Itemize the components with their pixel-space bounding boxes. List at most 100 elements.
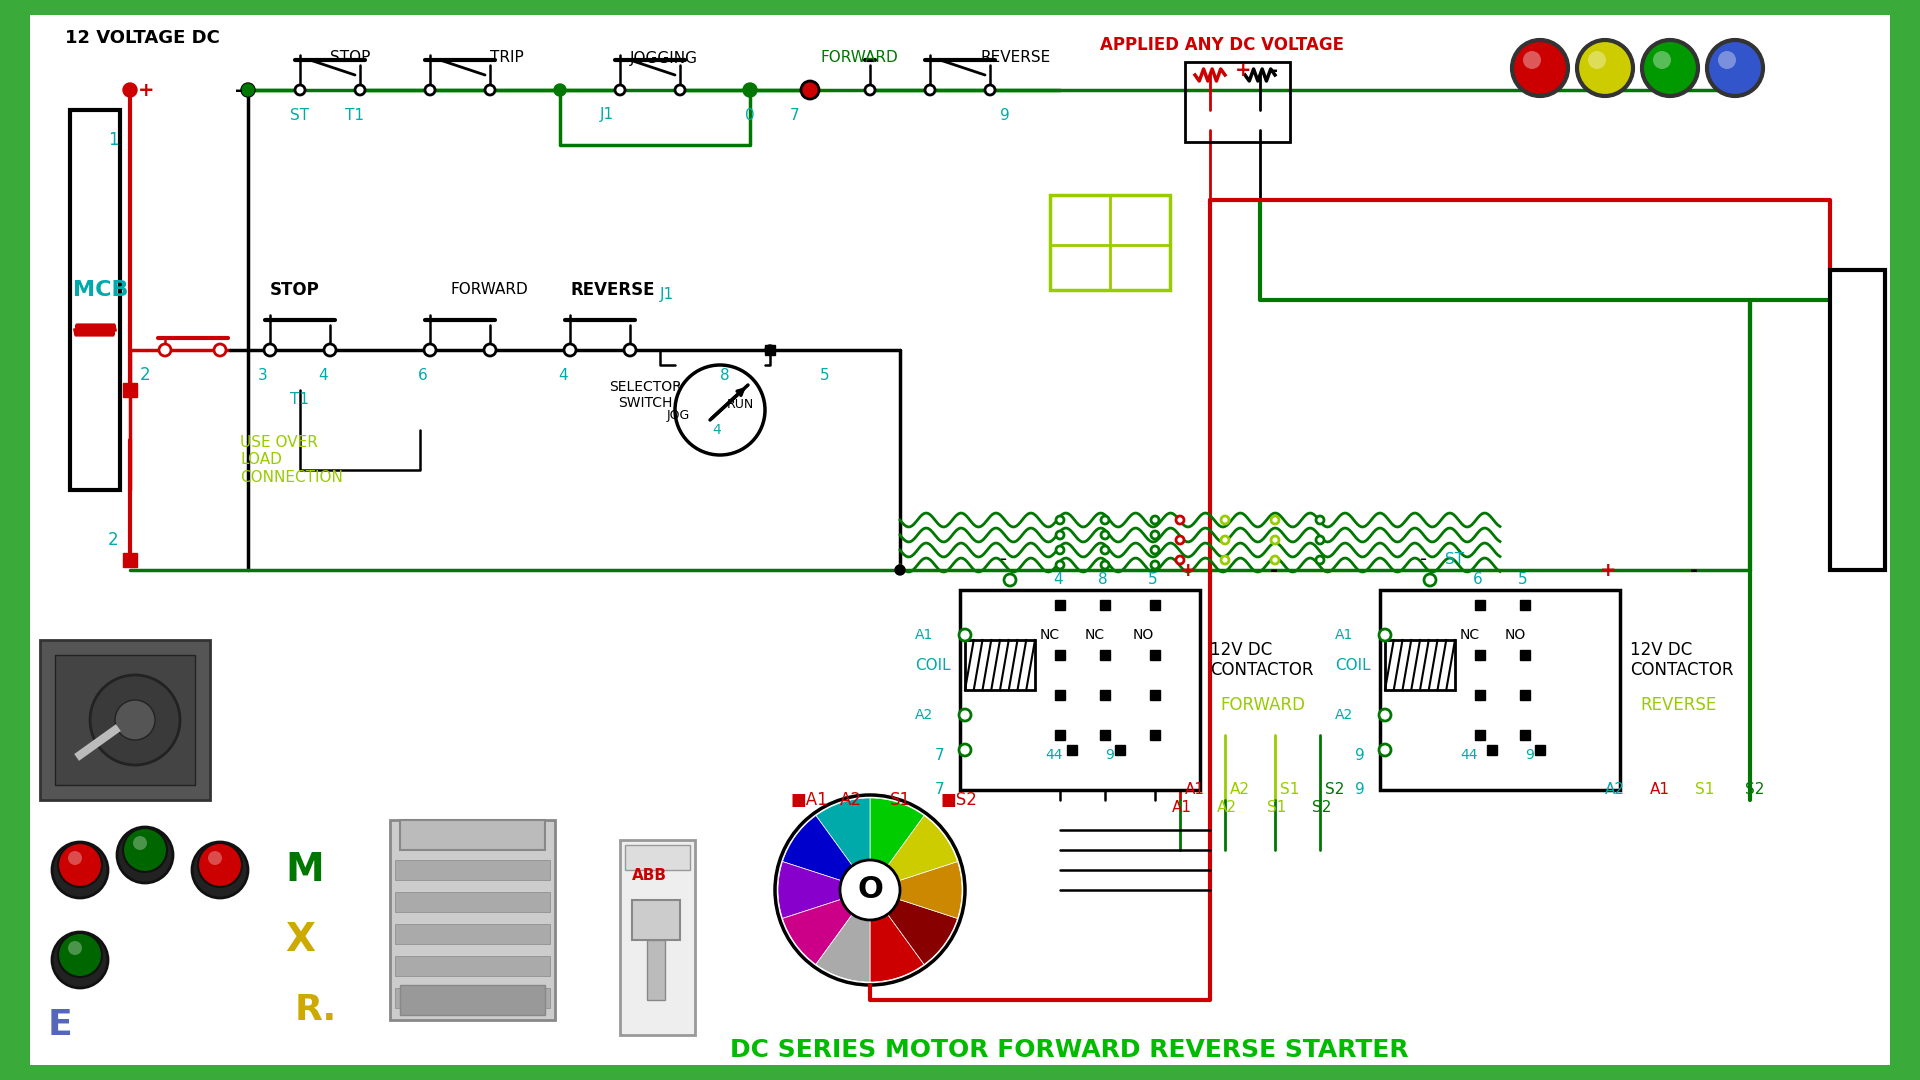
Text: X: X bbox=[284, 921, 315, 959]
Text: -: - bbox=[1000, 551, 1008, 569]
Circle shape bbox=[296, 85, 305, 95]
Bar bbox=[1521, 730, 1530, 740]
Circle shape bbox=[1056, 516, 1064, 524]
Circle shape bbox=[1175, 516, 1185, 524]
Text: 3: 3 bbox=[257, 367, 267, 382]
Bar bbox=[1150, 690, 1160, 700]
Text: A1: A1 bbox=[1171, 800, 1192, 815]
Text: +: + bbox=[1235, 60, 1252, 80]
Circle shape bbox=[1150, 561, 1160, 569]
Bar bbox=[1100, 600, 1110, 610]
Circle shape bbox=[58, 843, 102, 887]
Bar bbox=[123, 383, 136, 397]
Text: ■S2: ■S2 bbox=[941, 791, 977, 809]
Circle shape bbox=[1056, 546, 1064, 554]
Circle shape bbox=[1175, 536, 1185, 544]
Text: 12 VOLTAGE DC: 12 VOLTAGE DC bbox=[65, 29, 221, 48]
Text: FORWARD: FORWARD bbox=[449, 283, 528, 297]
Circle shape bbox=[1315, 536, 1325, 544]
Circle shape bbox=[1513, 40, 1569, 96]
Text: MCB: MCB bbox=[73, 280, 129, 300]
Circle shape bbox=[1379, 744, 1390, 756]
Bar bbox=[1150, 730, 1160, 740]
Bar bbox=[1054, 690, 1066, 700]
Circle shape bbox=[265, 345, 276, 356]
Bar bbox=[399, 985, 545, 1015]
Text: 1: 1 bbox=[108, 131, 119, 149]
Wedge shape bbox=[870, 890, 958, 964]
Circle shape bbox=[484, 345, 495, 356]
Text: S2: S2 bbox=[1311, 800, 1331, 815]
Text: A2: A2 bbox=[841, 791, 862, 809]
Bar bbox=[966, 640, 1035, 690]
Circle shape bbox=[866, 85, 876, 95]
Text: -: - bbox=[1269, 561, 1279, 580]
Text: USE OVER
LOAD
CONNECTION: USE OVER LOAD CONNECTION bbox=[240, 435, 344, 485]
Circle shape bbox=[52, 932, 108, 988]
Wedge shape bbox=[816, 890, 870, 982]
Text: 8: 8 bbox=[1098, 572, 1108, 588]
Wedge shape bbox=[816, 798, 870, 890]
Bar bbox=[1150, 600, 1160, 610]
Bar bbox=[390, 820, 555, 1020]
Text: 4: 4 bbox=[712, 423, 722, 437]
Text: T1: T1 bbox=[346, 108, 365, 122]
Circle shape bbox=[1707, 40, 1763, 96]
Bar bbox=[1486, 745, 1498, 755]
Circle shape bbox=[1379, 629, 1390, 642]
Circle shape bbox=[958, 629, 972, 642]
Bar bbox=[1100, 730, 1110, 740]
Text: A1: A1 bbox=[1334, 627, 1354, 642]
Circle shape bbox=[242, 84, 253, 96]
Text: A2: A2 bbox=[1231, 783, 1250, 797]
Text: S1: S1 bbox=[891, 791, 912, 809]
Text: 8: 8 bbox=[720, 367, 730, 382]
Text: NC: NC bbox=[1459, 627, 1480, 642]
Bar bbox=[396, 956, 549, 976]
Text: REVERSE: REVERSE bbox=[1640, 696, 1716, 714]
Circle shape bbox=[486, 85, 495, 95]
Text: COIL: COIL bbox=[916, 658, 950, 673]
Text: STOP: STOP bbox=[271, 281, 321, 299]
Bar bbox=[1475, 730, 1484, 740]
Circle shape bbox=[192, 842, 248, 897]
Bar bbox=[1521, 690, 1530, 700]
Bar bbox=[1054, 650, 1066, 660]
Text: 2: 2 bbox=[108, 531, 119, 549]
Text: JOGGING: JOGGING bbox=[630, 51, 699, 66]
Circle shape bbox=[958, 708, 972, 721]
Circle shape bbox=[624, 345, 636, 356]
Text: 12V DC
CONTACTOR: 12V DC CONTACTOR bbox=[1210, 640, 1313, 679]
Text: M: M bbox=[284, 851, 324, 889]
Bar bbox=[1475, 600, 1484, 610]
Text: 5: 5 bbox=[820, 367, 829, 382]
Bar bbox=[1185, 62, 1290, 141]
Text: NO: NO bbox=[1505, 627, 1526, 642]
Circle shape bbox=[1221, 556, 1229, 564]
Bar bbox=[1100, 690, 1110, 700]
Text: 44: 44 bbox=[1044, 748, 1062, 762]
Bar bbox=[396, 860, 549, 880]
Text: 0: 0 bbox=[745, 108, 755, 122]
Text: ABB: ABB bbox=[632, 867, 666, 882]
Circle shape bbox=[1150, 516, 1160, 524]
Text: FORWARD: FORWARD bbox=[1219, 696, 1306, 714]
Circle shape bbox=[242, 83, 255, 97]
Bar bbox=[764, 345, 776, 355]
Bar bbox=[1150, 650, 1160, 660]
Wedge shape bbox=[783, 815, 870, 890]
Bar bbox=[1054, 600, 1066, 610]
Circle shape bbox=[159, 345, 171, 356]
Text: A1: A1 bbox=[916, 627, 933, 642]
Text: -: - bbox=[234, 81, 244, 99]
Circle shape bbox=[1271, 536, 1279, 544]
Circle shape bbox=[58, 933, 102, 977]
Text: 9: 9 bbox=[1356, 747, 1365, 762]
Circle shape bbox=[198, 843, 242, 887]
Circle shape bbox=[115, 700, 156, 740]
Bar bbox=[40, 640, 209, 800]
Circle shape bbox=[1315, 516, 1325, 524]
Wedge shape bbox=[870, 798, 924, 890]
Bar bbox=[1380, 590, 1620, 789]
Text: 7: 7 bbox=[789, 108, 799, 122]
